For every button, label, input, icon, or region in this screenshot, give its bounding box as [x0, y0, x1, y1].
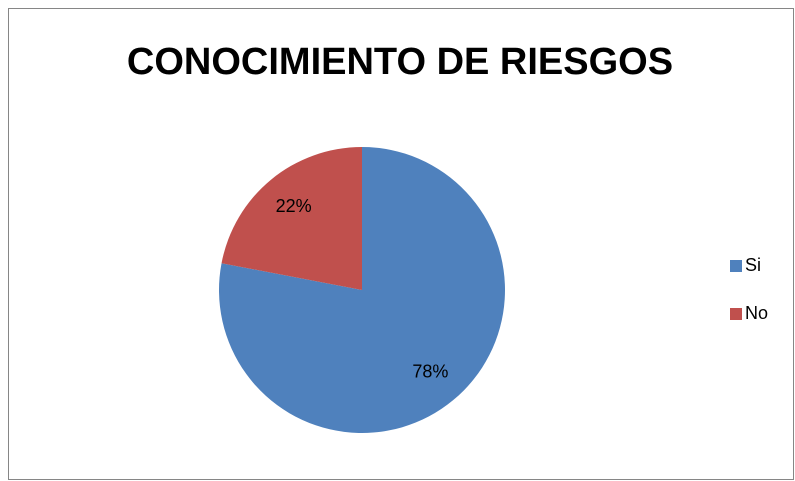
legend-swatch — [730, 260, 742, 272]
legend-label: Si — [745, 255, 761, 275]
legend-swatch — [730, 308, 742, 320]
chart-title: CONOCIMIENTO DE RIESGOS — [127, 41, 673, 83]
data-label: 22% — [276, 196, 312, 216]
pie-slice — [221, 147, 362, 290]
data-label: 78% — [412, 361, 448, 381]
legend-label: No — [745, 303, 768, 323]
pie-slice — [219, 147, 506, 434]
